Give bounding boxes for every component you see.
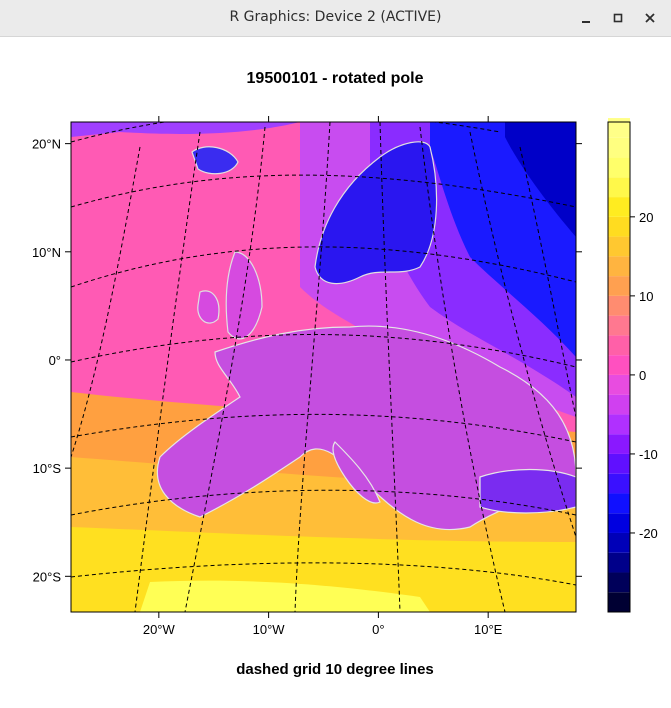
colorbar-swatch xyxy=(608,137,630,158)
colorbar-swatch xyxy=(608,394,630,415)
colorbar-tick-label: 10 xyxy=(639,289,653,304)
minimize-icon[interactable] xyxy=(576,8,596,28)
colorbar-swatch xyxy=(608,473,630,494)
y-axis: 20°N 10°N 0° 10°S 20°S xyxy=(32,137,582,584)
colorbar-swatch xyxy=(608,315,630,336)
colorbar: -20 -10 0 10 20 xyxy=(607,118,658,613)
grid-lon-line xyxy=(294,122,331,612)
colorbar-swatch xyxy=(608,157,630,178)
field-band-lightyellow xyxy=(140,580,430,612)
land-turkey xyxy=(479,468,576,514)
x-tick-label: 10°E xyxy=(474,622,503,637)
grid-lat-line xyxy=(71,246,576,288)
colorbar-swatch xyxy=(608,552,630,573)
colorbar-swatch xyxy=(608,236,630,257)
land-continent xyxy=(156,325,576,531)
chart-title: 19500101 - rotated pole xyxy=(247,70,424,87)
colorbar-tick-label: 20 xyxy=(639,210,653,225)
colorbar-swatch xyxy=(608,276,630,296)
colorbar-swatch xyxy=(608,572,630,593)
y-tick-label: 20°S xyxy=(33,569,62,584)
y-tick-label: 10°S xyxy=(33,461,62,476)
x-axis: 20°W 10°W 0° 10°E xyxy=(143,116,503,637)
colorbar-swatch xyxy=(608,216,630,237)
window-title: R Graphics: Device 2 (ACTIVE) xyxy=(229,9,442,25)
colorbar-swatch xyxy=(608,592,630,612)
grid-lat-line xyxy=(71,489,576,516)
colorbar-swatch xyxy=(608,532,630,553)
close-icon[interactable] xyxy=(640,8,660,28)
field-band-topviolet xyxy=(71,122,300,137)
x-tick-label: 20°W xyxy=(143,622,176,637)
colorbar-swatch xyxy=(608,374,630,395)
land-ireland xyxy=(197,290,220,324)
grid-lon-line xyxy=(71,146,141,458)
map-frame xyxy=(70,121,577,613)
grid-lat-line xyxy=(71,174,576,208)
colorbar-swatch xyxy=(608,177,630,198)
colorbar-tick-label: -20 xyxy=(639,526,658,541)
map-field xyxy=(71,122,576,612)
grid-lon-line xyxy=(134,131,201,612)
grid-lon-line xyxy=(184,126,266,612)
grid-lon-line xyxy=(519,146,576,418)
land-iceland xyxy=(191,146,239,175)
grid-lon-line xyxy=(379,122,401,612)
x-tick-label: 10°W xyxy=(253,622,286,637)
grid-lat-line xyxy=(71,562,576,586)
plot-area: 19500101 - rotated pole xyxy=(0,37,671,708)
colorbar-swatch xyxy=(608,118,630,138)
colorbar-swatch xyxy=(608,493,630,514)
land-scandinavia xyxy=(314,141,438,285)
graticule xyxy=(71,122,576,612)
colorbar-swatch xyxy=(608,513,630,533)
x-axis-label: dashed grid 10 degree lines xyxy=(236,661,434,678)
chart-svg: 19500101 - rotated pole xyxy=(32,70,658,678)
colorbar-swatch xyxy=(608,355,630,375)
colorbar-swatch xyxy=(608,335,630,356)
colorbar-swatch xyxy=(608,453,630,474)
window-titlebar: R Graphics: Device 2 (ACTIVE) xyxy=(0,0,671,37)
land-britain xyxy=(225,251,263,340)
y-tick-label: 0° xyxy=(49,353,61,368)
colorbar-swatch xyxy=(608,434,630,454)
x-tick-label: 0° xyxy=(372,622,384,637)
grid-lon-line xyxy=(419,126,506,612)
field-band-darkblue xyxy=(505,122,576,237)
colorbar-tick-label: 0 xyxy=(639,368,646,383)
y-tick-label: 20°N xyxy=(32,137,61,152)
maximize-icon[interactable] xyxy=(608,8,628,28)
grid-lat-line xyxy=(71,413,576,443)
colorbar-swatch xyxy=(608,197,630,217)
colorbar-swatch xyxy=(608,414,630,435)
colorbar-swatch xyxy=(608,295,630,316)
y-tick-label: 10°N xyxy=(32,245,61,260)
land-italy xyxy=(332,441,381,504)
colorbar-swatch xyxy=(608,256,630,277)
colorbar-frame xyxy=(607,121,631,613)
colorbar-tick-label: -10 xyxy=(639,447,658,462)
